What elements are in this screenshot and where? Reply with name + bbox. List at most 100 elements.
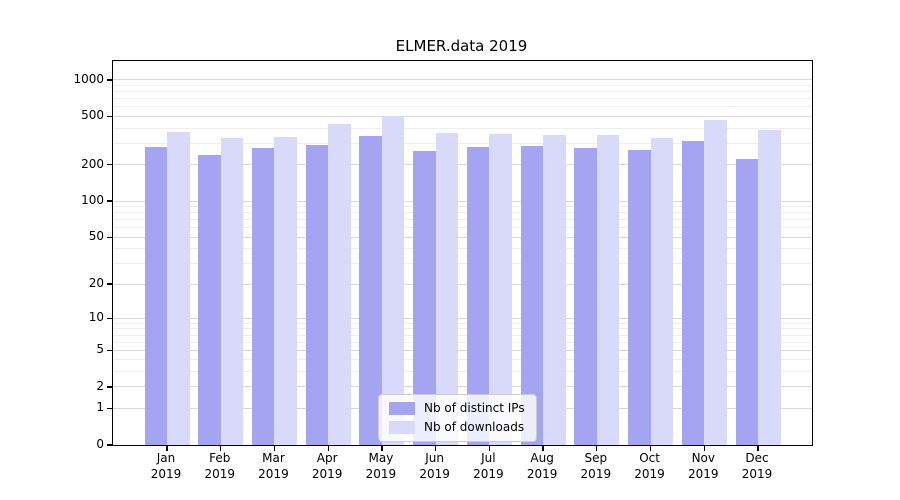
- x-label-month: Jan: [156, 451, 176, 465]
- bar-nb-of-distinct-ips-sep: [574, 147, 597, 445]
- bar-nb-of-distinct-ips-may: [359, 136, 382, 445]
- y-axis-tick-label: 20: [88, 276, 104, 291]
- gridline-minor: [113, 263, 812, 265]
- bar-nb-of-distinct-ips-aug: [520, 146, 544, 445]
- y-axis-tick-label: 1000: [73, 71, 104, 86]
- bar-nb-of-distinct-ips-oct: [628, 149, 651, 445]
- x-axis-tick-label: Nov 2019: [671, 450, 735, 482]
- gridline-minor: [113, 98, 812, 100]
- x-label-year: 2019: [741, 467, 773, 481]
- y-tick-mark: [107, 79, 112, 81]
- bar-nb-of-downloads-nov: [704, 120, 727, 445]
- x-tick-mark: [220, 446, 222, 451]
- gridline-minor: [113, 322, 812, 324]
- bar-nb-of-distinct-ips-jan: [144, 147, 167, 445]
- bar-nb-of-downloads-aug: [543, 135, 566, 445]
- x-tick-mark: [703, 446, 705, 451]
- x-axis-tick-label: Dec 2019: [725, 450, 789, 482]
- x-tick-mark: [542, 446, 544, 451]
- x-label-year: 2019: [634, 467, 665, 481]
- bar-nb-of-downloads-feb: [220, 138, 244, 445]
- bar-nb-of-distinct-ips-jun: [413, 150, 436, 445]
- bar-nb-of-downloads-sep: [596, 135, 620, 445]
- x-tick-mark: [488, 446, 491, 451]
- gridline-minor: [113, 127, 812, 129]
- gridline-minor: [113, 142, 812, 144]
- gridline-minor: [113, 248, 812, 250]
- legend-label-downloads: Nb of downloads: [424, 420, 525, 434]
- legend-label-distinct-ips: Nb of distinct IPs: [424, 401, 525, 415]
- x-label-year: 2019: [150, 467, 182, 481]
- y-tick-mark: [107, 407, 112, 409]
- y-tick-mark: [107, 386, 112, 388]
- bar-nb-of-distinct-ips-jul: [466, 147, 490, 445]
- x-label-year: 2019: [204, 467, 235, 481]
- gridline-major: [113, 115, 812, 117]
- y-tick-mark: [107, 349, 112, 351]
- y-tick-mark: [107, 317, 112, 319]
- x-label-month: Aug: [530, 451, 554, 465]
- x-tick-mark: [381, 446, 383, 451]
- x-label-month: Jul: [481, 451, 496, 465]
- x-axis-tick-label: Mar 2019: [241, 450, 305, 482]
- y-axis-tick-label: 1: [96, 400, 104, 415]
- x-axis-tick-label: Oct 2019: [618, 450, 682, 482]
- x-axis-tick-label: Jan 2019: [134, 450, 198, 482]
- y-tick-mark: [107, 236, 112, 238]
- gridline-minor: [113, 91, 812, 93]
- gridline-minor: [113, 227, 812, 229]
- legend-swatch-downloads: [389, 421, 415, 434]
- x-label-month: Apr: [316, 451, 338, 465]
- bar-nb-of-distinct-ips-dec: [735, 158, 759, 445]
- gridline-major: [113, 386, 812, 388]
- y-tick-mark: [107, 115, 112, 118]
- y-axis-tick-label: 2: [96, 378, 104, 393]
- x-axis-tick-label: Aug 2019: [510, 450, 574, 482]
- y-axis-tick-label: 200: [81, 156, 104, 171]
- x-axis-tick-label: Jul 2019: [456, 450, 520, 482]
- gridline-minor: [113, 84, 812, 86]
- legend: Nb of distinct IPs Nb of downloads: [378, 394, 537, 442]
- gridline-major: [113, 317, 812, 319]
- gridline-major: [113, 164, 812, 166]
- x-axis-tick-label: Jun 2019: [403, 450, 467, 482]
- x-label-year: 2019: [258, 467, 289, 481]
- x-label-month: May: [368, 451, 394, 465]
- gridline-minor: [113, 341, 812, 343]
- gridline-major: [113, 200, 812, 202]
- x-label-year: 2019: [580, 467, 612, 481]
- x-tick-mark: [649, 446, 652, 451]
- bar-nb-of-distinct-ips-nov: [681, 140, 705, 445]
- x-tick-mark: [435, 446, 437, 451]
- x-axis-tick-label: Apr 2019: [295, 450, 359, 482]
- x-label-year: 2019: [526, 467, 558, 481]
- bar-nb-of-downloads-may: [381, 115, 405, 445]
- y-axis-tick-label: 5: [96, 342, 104, 357]
- x-label-year: 2019: [419, 467, 450, 481]
- bar-nb-of-downloads-mar: [274, 136, 297, 445]
- x-tick-mark: [273, 446, 276, 451]
- x-label-month: Nov: [691, 451, 715, 465]
- x-tick-mark: [166, 446, 168, 451]
- x-axis-tick-label: Sep 2019: [564, 450, 628, 482]
- gridline-major: [113, 79, 812, 81]
- y-tick-mark: [107, 164, 112, 166]
- gridline-minor: [113, 328, 812, 330]
- y-axis-tick-label: 500: [81, 108, 104, 123]
- x-label-year: 2019: [688, 467, 719, 481]
- y-axis-tick-label: 50: [88, 229, 104, 244]
- bar-nb-of-downloads-oct: [650, 137, 674, 445]
- bar-nb-of-downloads-jan: [167, 131, 190, 445]
- bar-nb-of-downloads-apr: [328, 124, 351, 445]
- gridline-minor: [113, 106, 812, 108]
- legend-item-downloads: Nb of downloads: [389, 420, 525, 435]
- x-label-year: 2019: [311, 467, 343, 481]
- x-tick-mark: [757, 446, 759, 451]
- x-label-year: 2019: [473, 467, 504, 481]
- x-axis-tick-label: Feb 2019: [188, 450, 252, 482]
- chart-title: ELMER.data 2019: [395, 37, 528, 55]
- x-axis-tick-label: May 2019: [349, 450, 413, 482]
- x-label-month: Oct: [639, 451, 660, 465]
- gridline-minor: [113, 334, 812, 336]
